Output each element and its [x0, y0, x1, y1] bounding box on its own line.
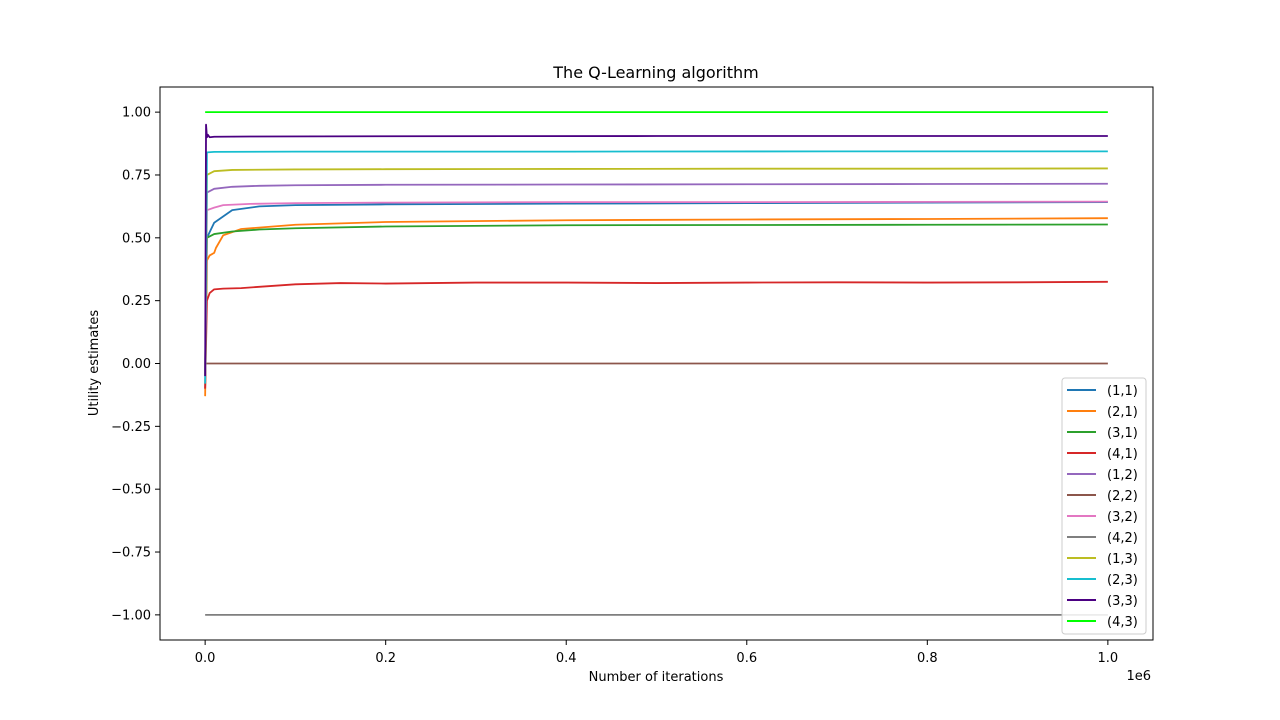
y-axis-ticks: 1.00 0.75 0.50 0.25 0.00 −0.25 −0.50 −0.75 −1.00: [111, 106, 160, 623]
x-tick-label: 1.0: [1098, 651, 1119, 666]
x-tick-label: 0.0: [195, 651, 216, 666]
x-axis-label: Number of iterations: [589, 670, 724, 685]
y-tick-label: 0.75: [122, 168, 151, 183]
chart-title: The Q-Learning algorithm: [552, 63, 758, 82]
y-axis-label: Utility estimates: [87, 310, 102, 417]
legend-label: (1,1): [1107, 384, 1138, 399]
y-tick-label: −0.25: [111, 420, 151, 435]
legend-label: (2,3): [1107, 573, 1138, 588]
series-line-6: [204, 200, 1108, 377]
series-line-10: [204, 123, 1108, 377]
y-tick-label: 0.50: [122, 231, 151, 246]
plot-lines: [204, 111, 1108, 616]
x-axis-offset-label: 1e6: [1126, 669, 1151, 684]
y-tick-label: 0.25: [122, 294, 151, 309]
legend-label: (3,2): [1107, 510, 1138, 525]
y-tick-label: 0.00: [122, 357, 151, 372]
series-line-9: [204, 150, 1108, 384]
y-tick-label: 1.00: [122, 106, 151, 121]
series-line-4: [204, 182, 1108, 377]
series-line-2: [204, 223, 1108, 377]
legend-label: (4,1): [1107, 447, 1138, 462]
x-axis-ticks: 0.0 0.2 0.4 0.6 0.8 1.0: [195, 640, 1118, 666]
legend: (1,1) (2,1) (3,1) (4,1) (1,2) (2,2) (3,2) (4,2)…: [1061, 377, 1147, 635]
series-line-3: [204, 280, 1108, 389]
legend-label: (4,3): [1107, 615, 1138, 630]
legend-entries: (1,1) (2,1) (3,1) (4,1) (1,2) (2,2) (3,2) (4,2)…: [1067, 384, 1138, 630]
series-line-8: [204, 167, 1108, 377]
series-line-1: [204, 217, 1108, 397]
legend-label: (1,3): [1107, 552, 1138, 567]
y-tick-label: −0.75: [111, 546, 151, 561]
x-tick-label: 0.4: [556, 651, 577, 666]
x-tick-label: 0.6: [736, 651, 757, 666]
legend-label: (3,3): [1107, 594, 1138, 609]
legend-label: (4,2): [1107, 531, 1138, 546]
legend-label: (3,1): [1107, 426, 1138, 441]
legend-label: (2,2): [1107, 489, 1138, 504]
series-line-0: [204, 201, 1108, 389]
x-tick-label: 0.2: [375, 651, 396, 666]
x-tick-label: 0.8: [917, 651, 938, 666]
y-tick-label: −1.00: [111, 608, 151, 623]
legend-box: [1061, 377, 1147, 635]
y-tick-label: −0.50: [111, 483, 151, 498]
legend-label: (2,1): [1107, 405, 1138, 420]
legend-label: (1,2): [1107, 468, 1138, 483]
